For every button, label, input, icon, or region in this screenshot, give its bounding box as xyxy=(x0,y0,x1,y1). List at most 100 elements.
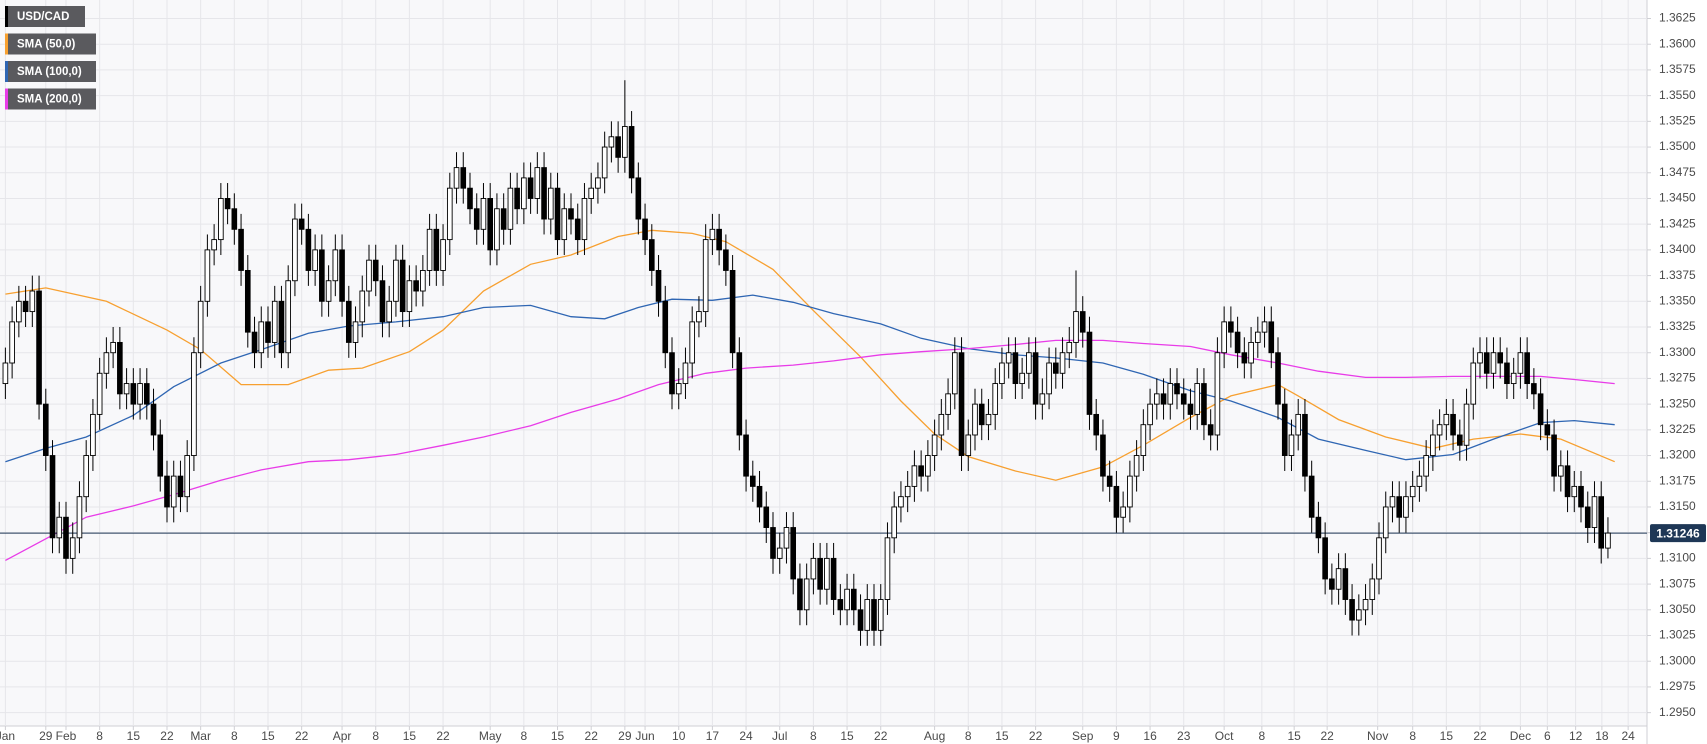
candle-body xyxy=(514,187,520,210)
y-tick-label: 1.3625 xyxy=(1659,11,1696,25)
candle-body xyxy=(1228,321,1234,333)
candle-body xyxy=(736,352,743,436)
x-tick-label: 29 xyxy=(618,729,632,743)
candle-body xyxy=(655,270,662,302)
candle-body xyxy=(547,187,554,220)
candle-body xyxy=(803,578,810,611)
candle-body xyxy=(574,218,581,241)
candle-body xyxy=(42,403,49,456)
x-tick-label: 22 xyxy=(160,729,174,743)
candle-body xyxy=(1039,393,1046,405)
candle-body xyxy=(797,578,803,611)
candle-body xyxy=(467,187,473,210)
candle-body xyxy=(1463,403,1470,446)
candle-body xyxy=(1127,475,1133,508)
candle-body xyxy=(527,177,534,199)
x-tick-label: 22 xyxy=(585,729,599,743)
legend-label: SMA (100,0) xyxy=(17,66,82,78)
candle-body xyxy=(702,239,709,313)
legend-label: USD/CAD xyxy=(17,11,69,23)
candles xyxy=(2,80,1611,646)
y-tick-label: 1.3525 xyxy=(1659,114,1696,128)
candle-body xyxy=(372,259,379,282)
candle-body xyxy=(1005,352,1012,364)
x-tick-label: May xyxy=(479,729,502,743)
candle-body xyxy=(1477,352,1483,364)
candle-body xyxy=(716,228,722,251)
x-tick-label: 22 xyxy=(1473,729,1487,743)
candle-body xyxy=(1470,362,1477,405)
x-tick-label: 17 xyxy=(706,729,720,743)
candle-body xyxy=(945,393,951,415)
candle-body xyxy=(238,228,244,271)
candle-body xyxy=(1605,532,1611,549)
candle-body xyxy=(1450,413,1456,436)
candle-body xyxy=(487,198,494,251)
candle-body xyxy=(770,527,776,559)
y-tick-label: 1.3075 xyxy=(1659,576,1696,590)
x-tick-label: Oct xyxy=(1215,729,1234,743)
y-tick-label: 1.3550 xyxy=(1659,88,1696,102)
candle-body xyxy=(157,434,164,477)
x-tick-label: 10 xyxy=(672,729,686,743)
candle-body xyxy=(494,208,500,251)
candle-body xyxy=(218,198,224,241)
candle-body xyxy=(1059,352,1066,374)
candle-body xyxy=(1335,568,1342,590)
x-tick-label: Sep xyxy=(1072,729,1094,743)
candle-body xyxy=(1167,383,1174,405)
x-tick-label: 8 xyxy=(521,729,528,743)
candle-body xyxy=(521,177,527,210)
y-tick-label: 1.3475 xyxy=(1659,165,1696,179)
x-tick-label: 8 xyxy=(1259,729,1266,743)
candle-body xyxy=(1517,352,1524,374)
y-tick-label: 1.3300 xyxy=(1659,345,1696,359)
y-tick-label: 1.3375 xyxy=(1659,268,1696,282)
sma-line xyxy=(5,229,1615,481)
candle-body xyxy=(1113,485,1120,518)
legend-label: SMA (50,0) xyxy=(17,39,76,51)
candle-body xyxy=(63,516,69,559)
candle-body xyxy=(184,455,190,498)
candle-body xyxy=(1026,352,1032,374)
candle-body xyxy=(258,321,265,354)
candle-body xyxy=(743,434,749,477)
candle-body xyxy=(1584,506,1591,528)
candle-body xyxy=(1248,341,1254,364)
y-tick-label: 1.3050 xyxy=(1659,602,1696,616)
candle-body xyxy=(824,557,830,590)
candle-body xyxy=(608,136,615,148)
candle-body xyxy=(1416,475,1423,487)
candle-body xyxy=(561,208,568,241)
candle-body xyxy=(1504,362,1510,385)
candle-body xyxy=(1409,485,1416,498)
candle-body xyxy=(170,475,177,508)
x-tick-label: Apr xyxy=(333,729,352,743)
candle-body xyxy=(999,362,1005,385)
x-tick-label: 22 xyxy=(874,729,888,743)
candle-body xyxy=(864,599,871,631)
candle-body xyxy=(1153,393,1160,405)
candle-body xyxy=(1376,537,1382,580)
legend: USD/CAD SMA (50,0) SMA (100,0) SMA (200,0) xyxy=(5,6,96,110)
candle-body xyxy=(1147,403,1153,426)
x-tick-label: 15 xyxy=(840,729,854,743)
indicator-lines xyxy=(0,229,1647,561)
x-tick-label: Feb xyxy=(56,729,77,743)
candle-body xyxy=(978,403,985,426)
candle-body xyxy=(1349,599,1355,621)
x-tick-label: Jul xyxy=(772,729,787,743)
candle-body xyxy=(507,187,514,230)
x-tick-label: Jan xyxy=(0,729,15,743)
candle-body xyxy=(359,290,366,323)
candle-body xyxy=(1436,424,1443,436)
candle-body xyxy=(1295,413,1302,436)
legend-box xyxy=(5,61,96,82)
candle-body xyxy=(150,403,157,436)
plot-background xyxy=(0,0,1647,726)
x-tick-label: 8 xyxy=(965,729,972,743)
y-tick-label: 1.3175 xyxy=(1659,473,1696,487)
candle-body xyxy=(319,249,325,302)
x-tick-label: 15 xyxy=(127,729,141,743)
candle-body xyxy=(588,187,595,199)
